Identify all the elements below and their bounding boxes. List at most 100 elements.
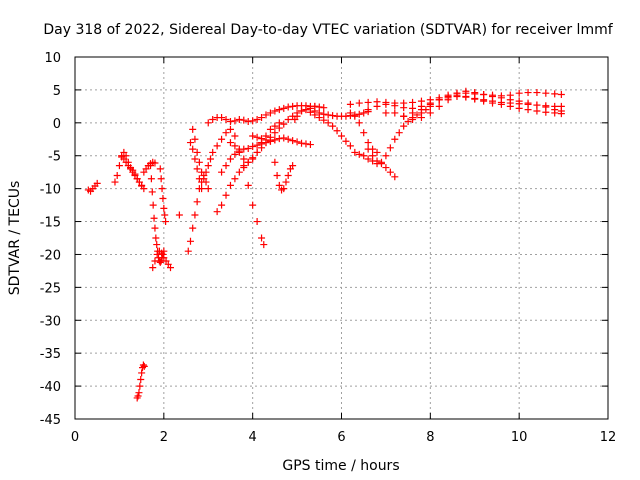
data-point — [497, 94, 505, 102]
data-point — [533, 107, 541, 115]
data-point — [480, 91, 488, 99]
data-point — [186, 139, 194, 147]
data-point — [184, 247, 192, 255]
data-point — [360, 129, 368, 137]
data-point — [551, 109, 559, 117]
data-point — [253, 133, 261, 141]
data-point — [191, 155, 199, 163]
data-point — [275, 135, 283, 143]
data-point — [258, 139, 266, 147]
data-point — [386, 144, 394, 152]
y-tick-label: -5 — [48, 150, 61, 165]
data-point — [193, 165, 201, 173]
data-point — [253, 218, 261, 226]
series-arc-20 — [291, 106, 354, 150]
data-point — [222, 129, 230, 137]
data-point — [306, 141, 314, 149]
data-point — [351, 148, 359, 156]
chart-title: Day 318 of 2022, Sidereal Day-to-day VTE… — [43, 22, 613, 38]
data-point — [152, 234, 160, 242]
data-point — [315, 103, 323, 111]
data-point — [266, 125, 274, 133]
data-point — [226, 181, 234, 189]
data-point — [175, 211, 183, 219]
data-point — [218, 201, 226, 209]
data-point — [240, 155, 248, 163]
data-point — [218, 114, 226, 122]
series-arc-16 — [204, 102, 319, 127]
data-point — [320, 104, 328, 112]
x-tick-label: 8 — [426, 430, 434, 445]
y-tick-label: -20 — [40, 248, 61, 263]
data-point — [489, 92, 497, 100]
data-point — [158, 249, 166, 257]
data-point — [253, 116, 261, 124]
y-tick-label: 0 — [53, 117, 61, 132]
data-point — [373, 148, 381, 156]
data-point — [266, 137, 274, 145]
data-point — [355, 99, 363, 107]
x-axis-title: GPS time / hours — [282, 458, 399, 474]
data-point — [382, 100, 390, 108]
data-point — [346, 109, 354, 117]
y-tick-label: -35 — [40, 347, 61, 362]
data-point — [382, 109, 390, 117]
series-arc-11 — [186, 139, 206, 193]
data-point — [151, 159, 159, 167]
data-point — [209, 116, 217, 124]
data-point — [338, 132, 345, 140]
data-point — [244, 118, 252, 126]
data-point — [284, 103, 292, 111]
data-point — [515, 89, 523, 97]
data-points — [84, 87, 565, 402]
data-point — [204, 119, 212, 127]
data-point — [315, 109, 323, 117]
data-point — [311, 107, 319, 115]
data-point — [395, 129, 403, 137]
data-point — [166, 264, 174, 272]
series-arc-25 — [400, 91, 565, 120]
data-point — [435, 96, 443, 104]
data-point — [533, 89, 541, 97]
data-point — [542, 108, 550, 116]
data-point — [444, 92, 452, 100]
data-point — [113, 171, 121, 179]
data-point — [506, 96, 514, 104]
data-point — [471, 89, 479, 97]
data-point — [137, 376, 145, 384]
data-point — [115, 162, 123, 170]
series-arc-4 — [140, 158, 159, 176]
series-arc-18 — [226, 119, 283, 166]
data-point — [213, 208, 221, 216]
data-point — [377, 158, 385, 166]
data-point — [417, 109, 425, 117]
data-point — [148, 188, 156, 196]
data-point — [231, 175, 239, 183]
data-point — [280, 120, 288, 128]
data-point — [202, 168, 210, 176]
data-point — [400, 122, 408, 130]
data-point — [262, 111, 270, 119]
data-point — [360, 152, 368, 160]
data-point — [226, 125, 234, 133]
data-point — [280, 134, 288, 142]
data-point — [249, 132, 257, 140]
data-point — [409, 98, 417, 106]
series-arc-10 — [184, 175, 212, 255]
series-arc-27 — [351, 102, 434, 168]
series-arc-17 — [249, 132, 314, 149]
data-point — [329, 122, 337, 130]
data-point — [426, 109, 434, 117]
data-point — [333, 127, 341, 135]
data-point — [289, 162, 297, 170]
data-point — [426, 102, 434, 110]
data-point — [364, 155, 372, 163]
data-point — [140, 362, 148, 370]
data-point — [235, 116, 243, 124]
x-tick-label: 4 — [249, 430, 257, 445]
series-arc-21 — [311, 107, 372, 120]
data-point — [193, 148, 201, 156]
data-point — [400, 104, 408, 112]
data-point — [524, 106, 532, 114]
